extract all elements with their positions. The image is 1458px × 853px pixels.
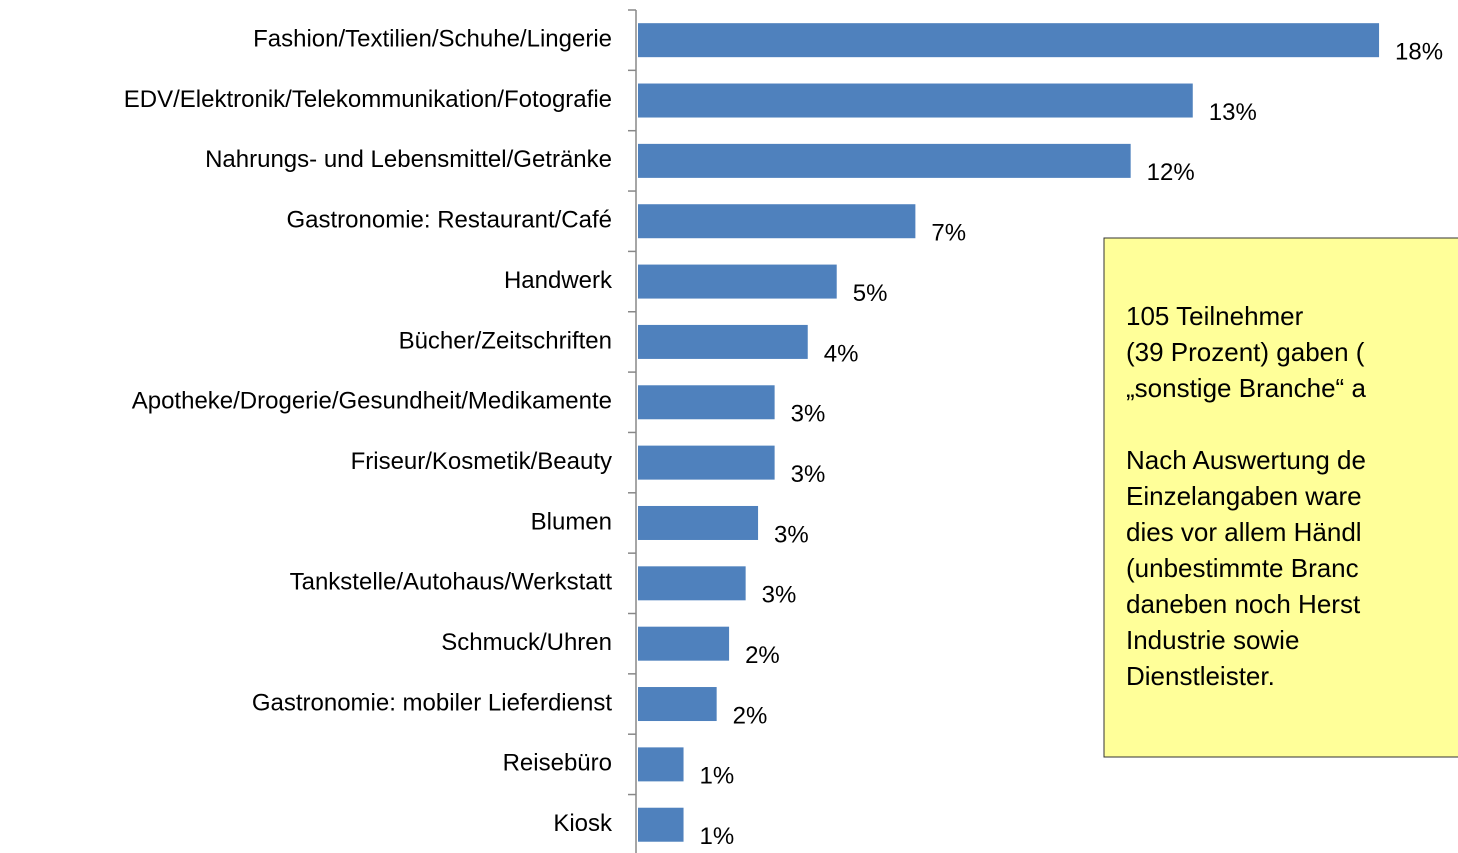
category-label: Reisebüro [503,750,612,777]
bar [638,385,775,420]
category-label: Schmuck/Uhren [441,629,612,656]
bar [638,83,1193,118]
category-label: Nahrungs- und Lebensmittel/Getränke [205,146,612,173]
bar [638,324,808,359]
category-label: Handwerk [504,267,613,294]
bar [638,687,717,722]
annotation-text: 105 Teilnehmer [1126,301,1304,331]
value-label: 7% [931,220,966,247]
value-label: 18% [1395,39,1443,66]
bar [638,566,746,601]
annotation-text: Dienstleister. [1126,661,1275,691]
category-label: EDV/Elektronik/Telekommunikation/Fotogra… [124,86,612,113]
annotation-text: „sonstige Branche“ a [1126,373,1366,403]
value-label: 2% [733,702,768,729]
value-label: 3% [762,582,797,609]
annotation-box [1103,237,1458,758]
annotation-text: Nach Auswertung de [1126,445,1366,475]
annotation-text: (39 Prozent) gaben ( [1126,337,1365,367]
annotation-text: dies vor allem Händl [1126,517,1362,547]
bar [638,264,837,299]
value-label: 13% [1209,99,1257,126]
bar [638,23,1380,58]
value-label: 2% [745,642,780,669]
bar [638,445,775,480]
bar [638,505,759,540]
annotation-text: Einzelangaben ware [1126,481,1362,511]
bar [638,807,684,842]
value-label: 1% [700,823,735,850]
bar [638,747,684,782]
category-label: Kiosk [553,810,613,837]
category-label: Blumen [531,508,612,535]
category-label: Apotheke/Drogerie/Gesundheit/Medikamente [132,388,612,415]
category-label: Gastronomie: Restaurant/Café [287,207,613,234]
annotation-text: daneben noch Herst [1126,589,1361,619]
category-label: Fashion/Textilien/Schuhe/Lingerie [253,26,612,53]
value-label: 12% [1147,159,1195,186]
category-label: Gastronomie: mobiler Lieferdienst [252,689,612,716]
bar [638,143,1131,178]
value-label: 3% [791,401,826,428]
value-label: 1% [700,763,735,790]
category-label: Tankstelle/Autohaus/Werkstatt [290,569,613,596]
category-label: Friseur/Kosmetik/Beauty [351,448,612,475]
bar [638,626,730,661]
bar [638,204,916,239]
value-label: 3% [774,521,809,548]
annotation-text: Industrie sowie [1126,625,1299,655]
value-label: 5% [853,280,888,307]
value-label: 3% [791,461,826,488]
category-label: Bücher/Zeitschriften [399,327,612,354]
annotation-text: (unbestimmte Branc [1126,553,1359,583]
value-label: 4% [824,340,859,367]
